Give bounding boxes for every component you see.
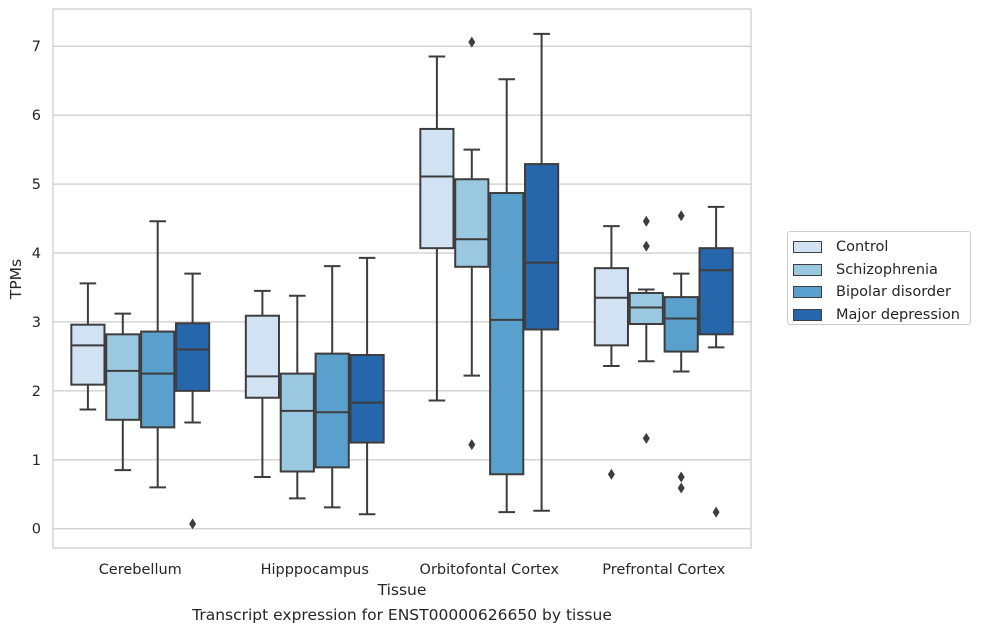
box-body xyxy=(698,247,734,336)
y-axis-label: TPMs xyxy=(7,259,25,300)
box-schizophrenia-orbitofontal-cortex xyxy=(454,36,490,451)
legend-label-bipolar-disorder: Bipolar disorder xyxy=(836,284,951,301)
y-tick-label: 7 xyxy=(32,39,41,55)
y-tick-label: 6 xyxy=(32,108,41,124)
y-tick-label: 1 xyxy=(32,453,41,469)
y-tick-label: 5 xyxy=(32,177,41,193)
legend-label-control: Control xyxy=(836,239,889,256)
box-control-prefrontal-cortex xyxy=(593,225,629,480)
box-body xyxy=(70,323,106,386)
box-body xyxy=(140,330,176,429)
box-body xyxy=(628,291,664,325)
box-major-depression-orbitofontal-cortex xyxy=(524,32,560,512)
outlier-point xyxy=(189,518,197,530)
y-tick-labels: 0 1 2 3 4 5 6 7 xyxy=(32,39,41,537)
outlier-point xyxy=(677,471,685,483)
legend-label-major-depression: Major depression xyxy=(836,306,960,323)
box-body xyxy=(489,192,525,476)
outlier-point xyxy=(642,432,650,444)
box-body xyxy=(419,127,455,250)
legend-swatch-schizophrenia xyxy=(793,263,822,276)
box-body xyxy=(593,267,629,347)
x-tick-label-prefrontal-cortex: Prefrontal Cortex xyxy=(602,562,725,578)
legend-label-schizophrenia: Schizophrenia xyxy=(836,261,938,278)
legend-item-major-depression: Major depression xyxy=(793,304,970,327)
box-control-orbitofontal-cortex xyxy=(419,55,455,402)
box-major-depression-prefrontal-cortex xyxy=(698,205,734,518)
box-body xyxy=(454,178,490,268)
box-body xyxy=(349,354,385,444)
box-schizophrenia-hipppocampus xyxy=(279,294,315,500)
y-tick-label: 0 xyxy=(32,522,41,538)
outlier-point xyxy=(712,506,720,518)
figure-caption: Transcript expression for ENST0000062665… xyxy=(192,606,612,624)
y-tick-label: 3 xyxy=(32,315,41,331)
legend-swatch-bipolar-disorder xyxy=(793,286,822,299)
box-body xyxy=(244,314,280,399)
legend: Control Schizophrenia Bipolar disorder M… xyxy=(787,231,971,325)
x-tick-label-orbitofontal-cortex: Orbitofontal Cortex xyxy=(420,562,560,578)
x-tick-label-hipppocampus: Hipppocampus xyxy=(261,562,369,578)
legend-swatch-major-depression xyxy=(793,308,822,321)
box-control-hipppocampus xyxy=(244,289,280,479)
box-bipolar-disorder-prefrontal-cortex xyxy=(663,210,699,494)
outlier-point xyxy=(677,482,685,494)
outlier-point xyxy=(642,215,650,227)
outlier-point xyxy=(468,36,476,48)
outlier-point xyxy=(607,468,615,480)
y-tick-label: 4 xyxy=(32,246,41,262)
legend-item-schizophrenia: Schizophrenia xyxy=(793,259,970,282)
legend-swatch-control xyxy=(793,241,822,254)
legend-item-control: Control xyxy=(793,236,970,259)
box-major-depression-cerebellum xyxy=(175,272,211,530)
outlier-point xyxy=(468,439,476,451)
box-body xyxy=(279,372,315,473)
outlier-point xyxy=(677,210,685,222)
boxes xyxy=(70,32,734,530)
box-body xyxy=(175,322,211,392)
x-tick-label-cerebellum: Cerebellum xyxy=(99,562,182,578)
x-axis-label: Tissue xyxy=(377,581,427,599)
box-bipolar-disorder-orbitofontal-cortex xyxy=(489,78,525,514)
box-body xyxy=(663,296,699,353)
box-major-depression-hipppocampus xyxy=(349,256,385,516)
y-tick-label: 2 xyxy=(32,384,41,400)
box-body xyxy=(314,352,350,469)
box-bipolar-disorder-cerebellum xyxy=(140,220,176,489)
x-tick-labels: Cerebellum Hipppocampus Orbitofontal Corte… xyxy=(99,562,726,578)
box-bipolar-disorder-hipppocampus xyxy=(314,265,350,509)
box-body xyxy=(524,163,560,331)
box-control-cerebellum xyxy=(70,282,106,411)
legend-item-bipolar-disorder: Bipolar disorder xyxy=(793,281,970,304)
box-schizophrenia-prefrontal-cortex xyxy=(628,215,664,444)
plot-frame xyxy=(52,8,752,549)
outlier-point xyxy=(642,240,650,252)
box-body xyxy=(105,333,141,421)
box-schizophrenia-cerebellum xyxy=(105,312,141,472)
